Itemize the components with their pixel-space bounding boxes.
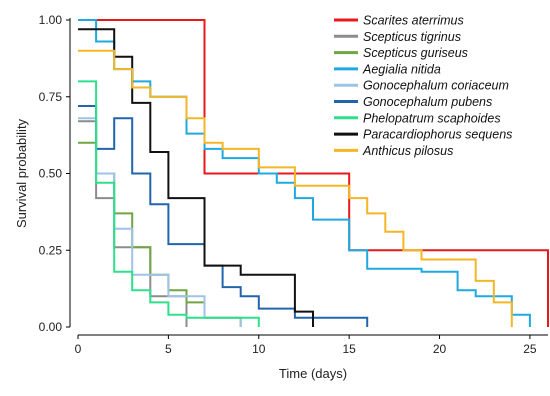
y-axis-title: Survival probability: [14, 118, 29, 228]
y-tick-label: 0.25: [39, 243, 63, 257]
legend-label: Gonocephalum coriaceum: [363, 79, 509, 93]
legend-label: Anthicus pilosus: [362, 144, 453, 158]
legend: Scarites aterrimus Scepticus tigrinus Scep…: [334, 14, 512, 158]
legend-label: Scepticus guriseus: [363, 46, 468, 60]
series-line-scepticus-guriseus: [78, 141, 242, 327]
legend-label: Aegialia nitida: [362, 62, 441, 76]
y-tick-label: 0.75: [39, 90, 63, 104]
series-line-gonocephalum-pubens: [78, 105, 369, 327]
x-tick-label: 15: [342, 342, 356, 356]
y-tick-label: 0.00: [39, 320, 63, 334]
series-line-scarites-aterrimus: [78, 19, 549, 327]
x-tick-label: 25: [523, 342, 537, 356]
axes: 0 5 10 15 20 25 0.00 0.25 0.50 0.75 1.00: [39, 13, 548, 356]
x-tick-label: 10: [252, 342, 266, 356]
series-lines: [78, 19, 549, 327]
x-axis-title: Time (days): [279, 366, 347, 381]
series-line-anthicus-pilosus: [78, 49, 513, 327]
x-tick-label: 0: [75, 342, 82, 356]
y-tick-label: 0.50: [39, 167, 63, 181]
legend-label: Gonocephalum pubens: [363, 95, 492, 109]
series-line-phelopatrum-scaphoides: [78, 80, 260, 327]
y-tick-label: 1.00: [39, 13, 63, 27]
x-tick-label: 5: [165, 342, 172, 356]
x-tick-label: 20: [433, 342, 447, 356]
legend-label: Phelopatrum scaphoides: [363, 111, 501, 125]
legend-label: Scarites aterrimus: [363, 14, 464, 28]
legend-label: Scepticus tigrinus: [363, 30, 461, 44]
legend-label: Paracardiophorus sequens: [363, 128, 512, 142]
series-line-paracardiophorus-sequens: [78, 28, 314, 327]
